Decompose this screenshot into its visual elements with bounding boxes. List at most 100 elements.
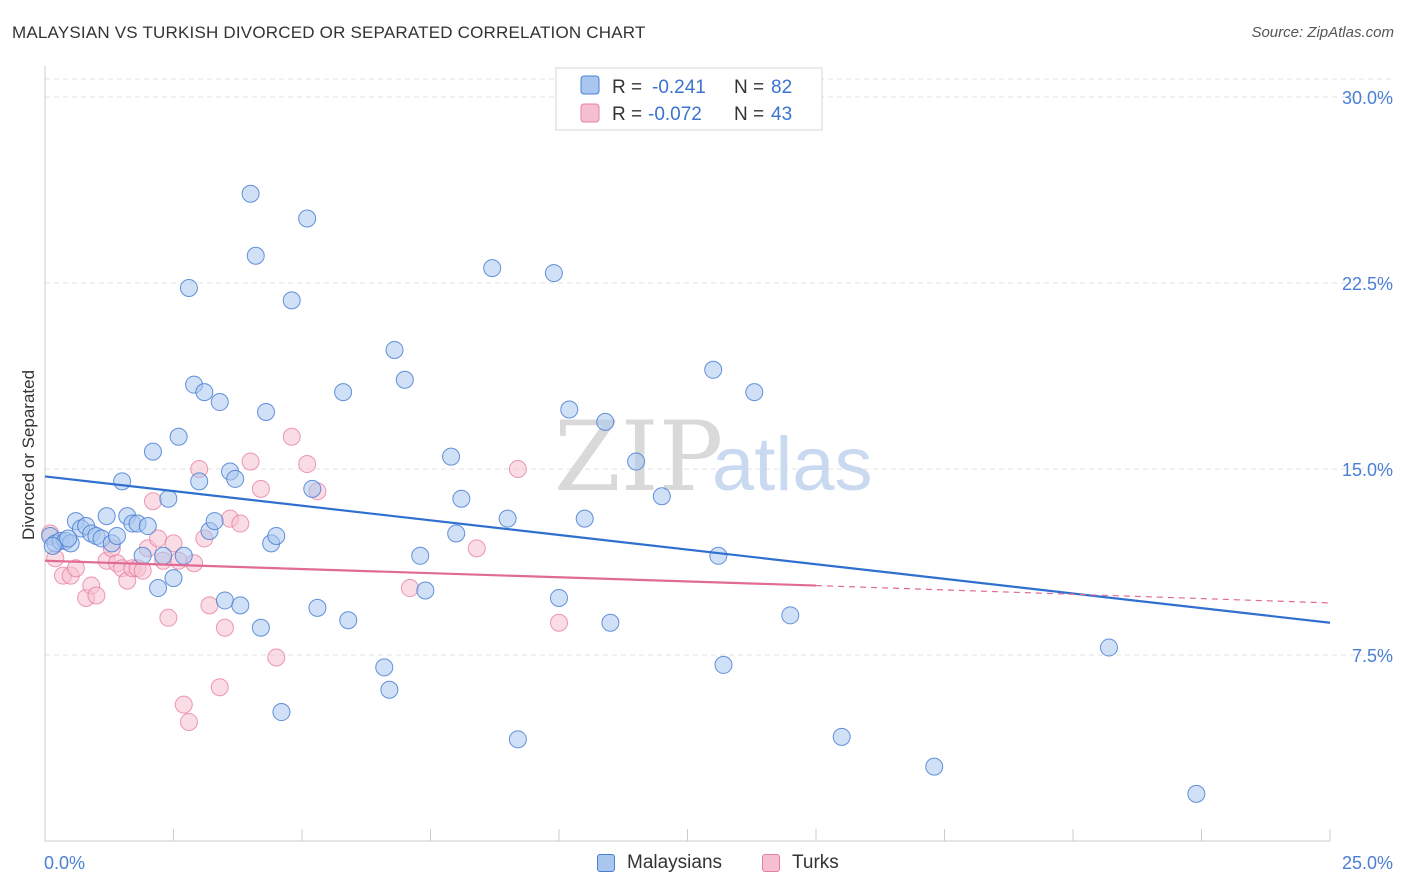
malaysians-point bbox=[385, 340, 404, 359]
malaysians-point bbox=[143, 442, 162, 461]
malaysians-point bbox=[483, 259, 502, 278]
legend-top: R = -0.241 N = 82 R = -0.072 N = 43 bbox=[555, 67, 823, 131]
malaysians-point bbox=[149, 579, 168, 598]
legend-r-label-1: R = bbox=[612, 77, 642, 98]
malaysians-point bbox=[113, 472, 132, 491]
malaysians-point bbox=[442, 447, 461, 466]
malaysians-point bbox=[164, 569, 183, 588]
turks-point bbox=[550, 613, 568, 632]
chart-title: MALAYSIAN VS TURKISH DIVORCED OR SEPARAT… bbox=[12, 23, 646, 42]
malaysians-point bbox=[925, 757, 944, 776]
trend-lines bbox=[44, 475, 1331, 624]
malaysians-point bbox=[781, 606, 800, 625]
malaysians-point bbox=[832, 727, 851, 746]
malaysians-trend-line bbox=[44, 475, 1331, 624]
legend-n-label-1: N = bbox=[734, 77, 764, 98]
malaysians-point bbox=[416, 581, 435, 600]
malaysians-point bbox=[1099, 638, 1118, 657]
turks-point bbox=[400, 579, 419, 598]
x-tick-label-min: 0.0% bbox=[44, 853, 85, 873]
malaysians-point bbox=[704, 360, 723, 379]
turks-point bbox=[467, 539, 486, 558]
turks-point bbox=[164, 534, 183, 553]
legend-box bbox=[555, 67, 823, 131]
malaysians-point bbox=[159, 489, 178, 508]
turks-point bbox=[159, 608, 178, 627]
legend-r-value-2: -0.072 bbox=[648, 104, 702, 125]
turks-point bbox=[66, 559, 85, 578]
malaysians-point bbox=[282, 291, 301, 310]
legend-label-turks: Turks bbox=[792, 852, 839, 873]
malaysians-point bbox=[138, 517, 157, 536]
turks-point bbox=[143, 492, 162, 511]
legend-n-label-2: N = bbox=[734, 104, 764, 125]
turks-point bbox=[241, 452, 260, 471]
y-tick-label: 7.5% bbox=[1352, 646, 1393, 666]
malaysians-point bbox=[43, 536, 62, 555]
malaysians-point bbox=[210, 393, 229, 412]
tick-labels: 7.5% 15.0% 22.5% 30.0% 0.0% 25.0% bbox=[44, 88, 1393, 873]
legend-n-value-2: 43 bbox=[771, 104, 792, 125]
malaysians-point bbox=[375, 658, 394, 677]
malaysians-point bbox=[205, 512, 224, 531]
legend-bottom: Malaysians Turks bbox=[0, 852, 1406, 878]
malaysians-points bbox=[41, 184, 1206, 803]
y-axis-label: Divorced or Separated bbox=[19, 370, 38, 540]
malaysians-point bbox=[380, 680, 399, 699]
malaysians-point bbox=[709, 546, 728, 565]
malaysians-point bbox=[508, 730, 527, 749]
source-label: Source: ZipAtlas.com bbox=[1251, 24, 1394, 41]
axes bbox=[44, 66, 1331, 842]
y-tick-label: 30.0% bbox=[1342, 88, 1393, 108]
malaysians-point bbox=[215, 591, 234, 610]
turks-point bbox=[508, 460, 527, 478]
turks-point bbox=[174, 695, 193, 714]
malaysians-point bbox=[231, 596, 250, 615]
legend-item-turks: Turks bbox=[762, 852, 839, 874]
legend-label-malaysians: Malaysians bbox=[627, 852, 723, 873]
turks-point bbox=[179, 712, 198, 731]
malaysians-point bbox=[627, 452, 646, 471]
malaysians-point bbox=[59, 529, 78, 548]
turks-point bbox=[231, 514, 250, 533]
turks-trend-extension bbox=[815, 584, 1331, 604]
malaysians-point bbox=[745, 383, 764, 402]
malaysians-point bbox=[246, 246, 265, 265]
turks-point bbox=[267, 648, 286, 667]
legend-swatch-malaysians bbox=[597, 854, 615, 872]
malaysians-point bbox=[334, 383, 353, 402]
malaysians-point bbox=[97, 507, 116, 526]
malaysians-point bbox=[107, 526, 126, 545]
malaysians-point bbox=[339, 611, 358, 630]
malaysians-point bbox=[298, 209, 317, 228]
turks-trend-line bbox=[44, 559, 817, 587]
malaysians-point bbox=[272, 703, 291, 722]
malaysians-point bbox=[411, 546, 430, 565]
malaysians-point bbox=[601, 613, 620, 632]
legend-swatch-pink bbox=[580, 103, 600, 123]
malaysians-point bbox=[395, 370, 414, 389]
malaysians-point bbox=[544, 264, 563, 283]
y-tick-label: 22.5% bbox=[1342, 274, 1393, 294]
malaysians-point bbox=[452, 489, 471, 508]
malaysians-point bbox=[133, 546, 152, 565]
malaysians-point bbox=[1187, 784, 1206, 803]
legend-r-value-1: -0.241 bbox=[652, 77, 706, 98]
malaysians-point bbox=[251, 618, 270, 637]
malaysians-point bbox=[652, 487, 671, 506]
malaysians-point bbox=[560, 400, 579, 419]
turks-point bbox=[251, 479, 270, 498]
turks-point bbox=[87, 586, 106, 605]
malaysians-point bbox=[267, 526, 286, 545]
turks-point bbox=[210, 678, 229, 697]
watermark: ZIP atlas bbox=[554, 401, 873, 513]
legend-swatch-blue bbox=[580, 75, 600, 95]
watermark-atlas: atlas bbox=[712, 422, 873, 507]
turks-point bbox=[282, 427, 301, 446]
legend-n-value-1: 82 bbox=[771, 77, 792, 98]
turks-point bbox=[200, 596, 219, 615]
malaysians-point bbox=[257, 402, 276, 421]
malaysians-point bbox=[498, 509, 517, 528]
malaysians-point bbox=[226, 469, 245, 488]
